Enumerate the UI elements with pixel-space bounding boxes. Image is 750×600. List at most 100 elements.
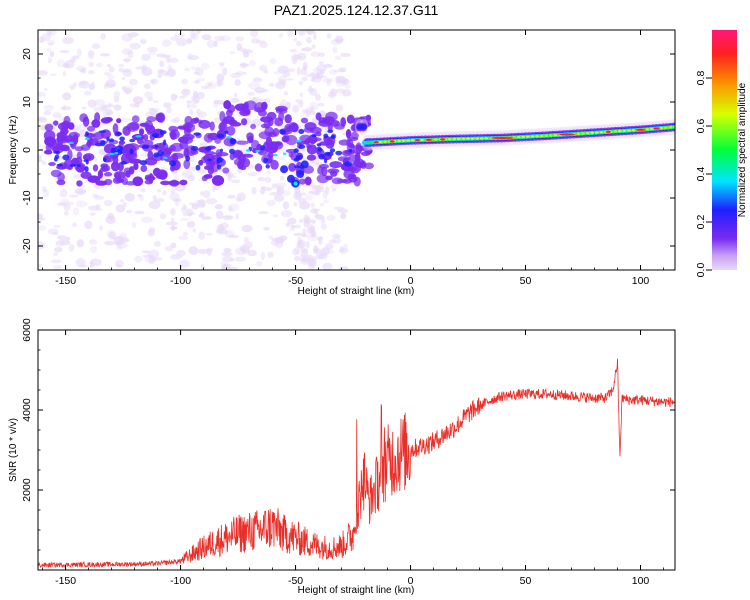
spectrogram-blob xyxy=(50,169,62,178)
spectrogram-ytick-label: -10 xyxy=(21,190,33,205)
spectrogram-blob xyxy=(42,186,47,193)
spectrogram-blob xyxy=(81,67,87,74)
spectrogram-blob xyxy=(38,91,46,97)
spectrogram-blob xyxy=(228,234,240,239)
spectrogram-blob xyxy=(606,130,611,133)
spectrogram-blob xyxy=(140,187,146,193)
spectrogram-blob xyxy=(315,112,322,121)
snr-ticks: -150 -100 -50 0 50 100 2000 4000 6000 xyxy=(21,318,675,587)
spectrogram-blob xyxy=(63,115,71,126)
spectrogram-blob xyxy=(213,99,225,105)
spectrogram-blob xyxy=(271,183,278,189)
spectrogram-blob xyxy=(75,258,86,267)
spectrogram-blob xyxy=(331,233,341,239)
spectrogram-blob xyxy=(190,145,199,152)
spectrogram-blob xyxy=(135,66,145,70)
spectrogram-blob xyxy=(181,88,191,96)
spectrogram-blob xyxy=(295,40,302,47)
spectrogram-blob xyxy=(291,57,298,65)
spectrogram-blob xyxy=(330,38,341,46)
spectrogram-blob xyxy=(173,175,180,181)
spectrogram-blob xyxy=(239,62,248,69)
spectrogram-blob xyxy=(57,202,66,206)
spectrogram-blob xyxy=(88,61,95,68)
spectrogram-blob xyxy=(50,259,62,264)
spectrogram-blob xyxy=(290,224,295,228)
spectrogram-blob xyxy=(313,31,317,41)
spectrogram-blob xyxy=(213,40,218,48)
spectrogram-blob xyxy=(174,183,186,192)
spectrogram-blob xyxy=(262,88,269,93)
spectrogram-blob xyxy=(305,194,313,201)
spectrogram-blob xyxy=(148,173,154,184)
spectrogram-blob xyxy=(88,239,98,245)
spectrogram-blob xyxy=(461,137,466,141)
spectrogram-blob xyxy=(259,64,267,72)
spectrogram-blob xyxy=(214,35,225,42)
spectrogram-blob xyxy=(599,131,604,134)
spectrogram-blob xyxy=(319,203,325,207)
spectrogram-blob xyxy=(265,164,270,169)
spectrogram-blob xyxy=(52,128,59,134)
spectrogram-blob xyxy=(307,87,314,93)
spectrogram-blob xyxy=(548,134,553,137)
spectrogram-blob xyxy=(194,67,204,76)
spectrogram-blob xyxy=(470,137,475,140)
spectrogram-blob xyxy=(213,117,221,124)
spectrogram-blob xyxy=(47,57,53,64)
spectrogram-blob xyxy=(268,82,275,87)
spectrogram-blob xyxy=(332,46,338,54)
spectrogram-blob xyxy=(83,159,89,162)
spectrogram-blob xyxy=(164,245,174,252)
spectrogram-blob xyxy=(135,135,142,138)
spectrogram-blob xyxy=(195,108,201,114)
spectrogram-blob xyxy=(44,123,54,132)
spectrogram-blob xyxy=(81,106,87,110)
spectrogram-blob xyxy=(288,151,294,158)
spectrogram-blob xyxy=(335,150,343,156)
spectrogram-ytick-label: 0 xyxy=(21,147,33,153)
spectrogram-blob xyxy=(143,83,151,90)
spectrogram-blob xyxy=(63,204,71,211)
spectrogram-blob xyxy=(260,116,273,123)
spectrogram-blob xyxy=(349,162,362,174)
spectrogram-image xyxy=(38,30,675,270)
spectrogram-blob xyxy=(104,178,113,186)
spectrogram-blob xyxy=(116,118,122,124)
spectrogram-blob xyxy=(306,254,314,261)
spectrogram-blob xyxy=(165,221,178,226)
spectrogram-blob xyxy=(216,152,229,157)
spectrogram-blob xyxy=(273,194,285,202)
spectrogram-blob xyxy=(267,251,274,258)
spectrogram-blob xyxy=(97,169,104,179)
spectrogram-blob xyxy=(84,220,93,230)
spectrogram-blob xyxy=(668,126,673,129)
spectrogram-blob xyxy=(344,84,351,89)
spectrogram-blob xyxy=(334,75,340,84)
spectrogram-blob xyxy=(294,255,301,262)
spectrogram-blob xyxy=(229,51,235,55)
spectrogram-blob xyxy=(263,69,268,74)
spectrogram-blob xyxy=(327,137,333,143)
spectrogram-blob xyxy=(318,236,323,246)
spectrogram-blob xyxy=(345,129,352,139)
spectrogram-blob xyxy=(159,213,167,220)
spectrogram-blob xyxy=(148,51,157,56)
spectrogram-blob xyxy=(129,78,138,86)
spectrogram-blob xyxy=(282,201,290,210)
spectrogram-blob xyxy=(100,163,109,169)
spectrogram-blob xyxy=(235,36,245,42)
spectrogram-blob xyxy=(64,60,75,69)
spectrogram-blob xyxy=(188,246,199,255)
spectrogram-blob xyxy=(91,43,101,50)
spectrogram-blob xyxy=(330,134,336,139)
spectrogram-blob xyxy=(338,67,347,73)
spectrogram-blob xyxy=(253,107,266,113)
spectrogram-blob xyxy=(152,195,157,201)
spectrogram-blob xyxy=(297,197,307,205)
spectrogram-blob xyxy=(328,69,338,75)
spectrogram-blob xyxy=(115,204,126,213)
spectrogram-blob xyxy=(41,33,52,42)
spectrogram-blob xyxy=(186,103,191,109)
